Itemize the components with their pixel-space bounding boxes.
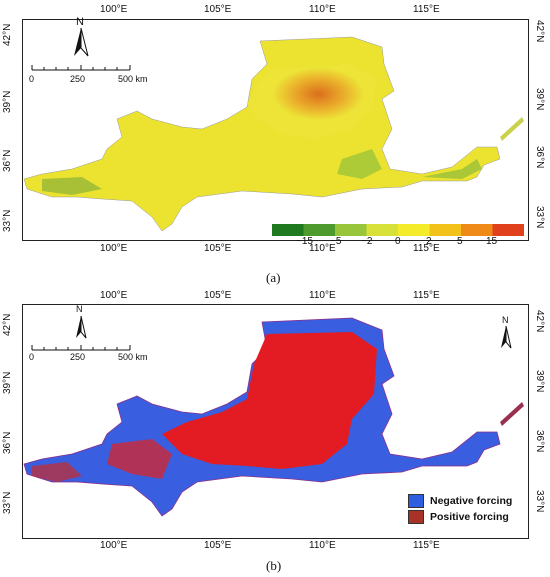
legend-item-negative: Negative forcing xyxy=(408,494,512,508)
region-map-b xyxy=(23,317,524,517)
scale-bar-b xyxy=(31,345,131,351)
panel-b: 100°E 105°E 110°E 115°E 42°N 39°N 36°N 3… xyxy=(0,290,550,577)
scale-tick-0-b: 0 xyxy=(29,352,35,362)
colorbar-tick-5: 2 xyxy=(426,236,432,247)
north-arrow-icon xyxy=(74,27,89,57)
legend-label-positive: Positive forcing xyxy=(430,511,509,523)
lat-left-39-b: 39°N xyxy=(2,371,13,394)
panel-label-a: (a) xyxy=(266,270,281,285)
colorbar-tick-6: 5 xyxy=(457,236,463,247)
scale-tick-250-a: 250 xyxy=(70,74,86,84)
scale-tick-500-a: 500 km xyxy=(118,74,148,84)
top-lon-label-105-b: 105°E xyxy=(204,290,232,301)
bottom-lon-label-105-b: 105°E xyxy=(204,540,232,551)
legend-swatch-negative xyxy=(408,494,424,508)
lat-left-33: 33°N xyxy=(2,209,13,232)
colorbar-segment-7 xyxy=(461,224,493,236)
scale-tick-0-a: 0 xyxy=(29,74,35,84)
top-lon-label-100: 100°E xyxy=(100,4,128,15)
bottom-lon-label-110-b: 110°E xyxy=(309,540,336,551)
colorbar-tick-2: −5 xyxy=(330,236,342,247)
panel-label-b: (b) xyxy=(266,558,282,573)
bottom-lon-label-100-a: 100°E xyxy=(100,243,128,254)
colorbar-segment-2 xyxy=(303,224,335,236)
top-lon-label-105: 105°E xyxy=(204,4,232,15)
lat-right-42: 42°N xyxy=(534,20,545,43)
region-map-a xyxy=(23,36,524,232)
lat-right-39-b: 39°N xyxy=(534,370,545,393)
colorbar-segment-5 xyxy=(398,224,430,236)
north-arrow-icon xyxy=(76,315,87,339)
scale-tick-250-b: 250 xyxy=(70,352,86,362)
lat-right-39: 39°N xyxy=(534,88,545,111)
lat-left-42: 42°N xyxy=(2,23,13,46)
lat-right-36: 36°N xyxy=(534,146,545,169)
top-lon-label-110: 110°E xyxy=(309,4,336,15)
colorbar-segment-3 xyxy=(335,224,367,236)
colorbar-segment-6 xyxy=(429,224,461,236)
legend-b: Negative forcing Positive forcing xyxy=(408,492,512,526)
colorbar-tick-4: 0 xyxy=(395,236,401,247)
top-lon-label-115: 115°E xyxy=(413,4,440,15)
lat-right-33: 33°N xyxy=(534,206,545,229)
north-label-b: N xyxy=(76,304,83,314)
top-lon-label-100-b: 100°E xyxy=(100,290,128,301)
colorbar-a xyxy=(272,224,524,236)
legend-item-positive: Positive forcing xyxy=(408,510,512,524)
top-lon-label-115-b: 115°E xyxy=(413,290,440,301)
legend-swatch-positive xyxy=(408,510,424,524)
lat-right-36-b: 36°N xyxy=(534,430,545,453)
colorbar-tick-7: 15 xyxy=(486,236,498,247)
lat-left-36-b: 36°N xyxy=(2,431,13,454)
lat-left-36: 36°N xyxy=(2,149,13,172)
bottom-lon-label-100-b: 100°E xyxy=(100,540,128,551)
lat-left-42-b: 42°N xyxy=(2,313,13,336)
bottom-lon-label-110-a: 110°E xyxy=(309,243,336,254)
north-label-a: N xyxy=(76,16,84,28)
colorbar-segment-1 xyxy=(272,224,304,236)
lat-left-39: 39°N xyxy=(2,90,13,113)
bottom-lon-label-105-a: 105°E xyxy=(204,243,232,254)
bottom-lon-label-115-b: 115°E xyxy=(413,540,440,551)
scale-tick-500-b: 500 km xyxy=(118,352,148,362)
north-label-b-right: N xyxy=(502,315,509,325)
lat-left-33-b: 33°N xyxy=(2,491,13,514)
colorbar-segment-8 xyxy=(492,224,524,236)
colorbar-segment-4 xyxy=(366,224,398,236)
scale-bar-a xyxy=(31,65,131,71)
panel-a: 100°E 105°E 110°E 115°E 42°N 39°N 36°N 3… xyxy=(2,4,545,285)
colorbar-tick-1: −15 xyxy=(296,236,313,247)
bottom-lon-label-115-a: 115°E xyxy=(413,243,440,254)
top-lon-label-110-b: 110°E xyxy=(309,290,336,301)
lat-right-33-b: 33°N xyxy=(534,490,545,513)
legend-label-negative: Negative forcing xyxy=(430,495,513,507)
colorbar-tick-3: −2 xyxy=(361,236,373,247)
north-arrow-icon xyxy=(501,325,512,349)
lat-right-42-b: 42°N xyxy=(534,310,545,333)
